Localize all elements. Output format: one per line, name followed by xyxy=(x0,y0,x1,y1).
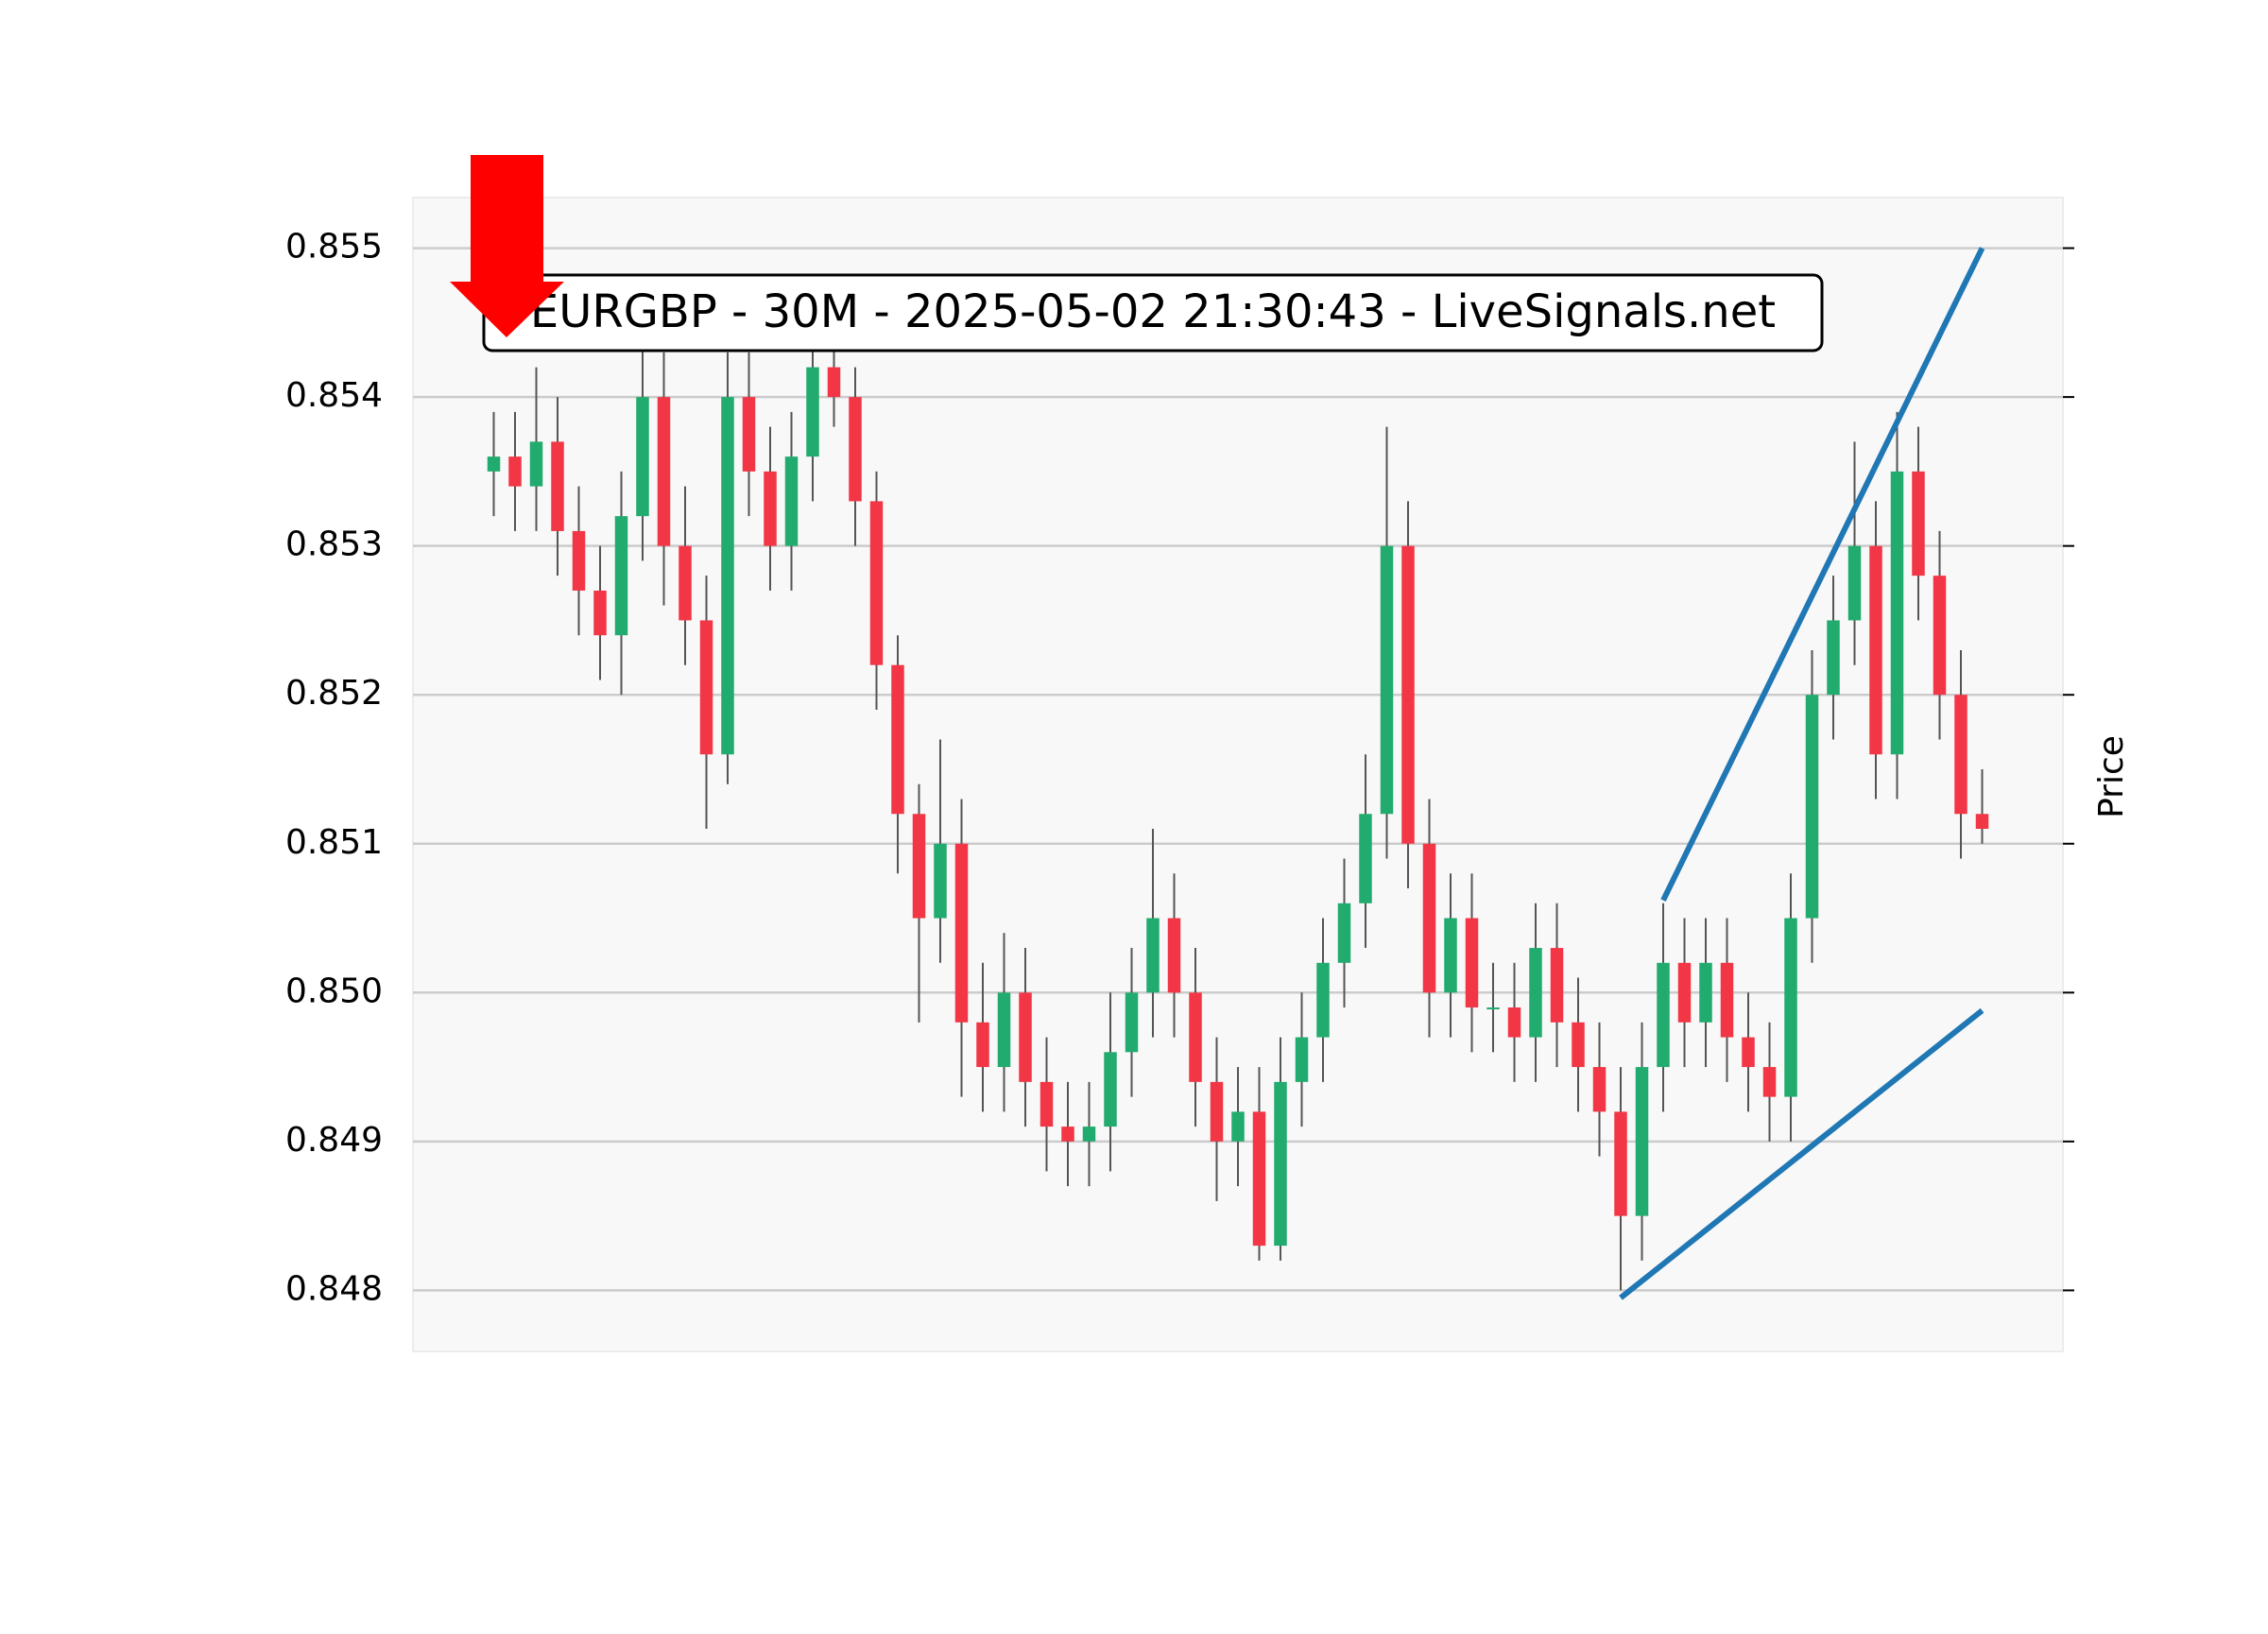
candle-body xyxy=(679,545,692,621)
candle-body xyxy=(1082,1127,1096,1142)
candle-body xyxy=(764,471,777,546)
candle-body xyxy=(1104,1052,1117,1127)
candle-body xyxy=(1890,471,1904,755)
candle-body xyxy=(891,664,904,815)
y-axis-label: Price xyxy=(2092,735,2131,818)
trend-line xyxy=(1619,1007,1984,1300)
candle-body xyxy=(721,397,734,755)
candle-body xyxy=(1019,992,1032,1082)
candle-body xyxy=(1040,1081,1054,1127)
y-tick-label: 0.848 xyxy=(285,1269,383,1308)
candle-body xyxy=(1444,918,1457,993)
y-tick-label: 0.853 xyxy=(285,525,383,564)
trend-lines xyxy=(1619,247,1985,1300)
candle-body xyxy=(1720,962,1734,1038)
candle-body xyxy=(1167,918,1181,993)
candle-body xyxy=(1592,1067,1606,1112)
candle-body xyxy=(1125,992,1139,1053)
y-tick-label: 0.855 xyxy=(285,228,383,267)
candle-body xyxy=(954,843,969,1023)
candle-body xyxy=(1316,962,1330,1038)
candle-body xyxy=(1189,992,1202,1082)
candle-body xyxy=(572,530,586,591)
candle-body xyxy=(1912,471,1925,576)
candle-body xyxy=(1635,1067,1649,1216)
candle-body xyxy=(1954,695,1967,815)
candle-body xyxy=(1572,1022,1585,1068)
y-tick-label: 0.852 xyxy=(285,674,383,713)
candle-body xyxy=(1061,1127,1074,1142)
candle-body xyxy=(614,516,628,636)
candle-body xyxy=(529,441,543,487)
candle-body xyxy=(1231,1111,1245,1142)
candle-body xyxy=(1465,918,1479,1008)
y-tick-label: 0.849 xyxy=(285,1121,383,1160)
candle-body xyxy=(1422,843,1436,993)
candle-body xyxy=(1933,576,1947,696)
candle-body xyxy=(1742,1037,1755,1068)
candle-body xyxy=(849,397,862,502)
candle-body xyxy=(636,397,649,517)
candle-body xyxy=(997,992,1011,1068)
y-tick-label: 0.850 xyxy=(285,972,383,1010)
candle-body xyxy=(827,367,841,398)
candle-body xyxy=(1869,545,1882,755)
candle-body xyxy=(1507,1007,1521,1038)
candle-body xyxy=(1210,1081,1224,1142)
candle-body xyxy=(1550,948,1564,1023)
candle-body xyxy=(657,397,671,546)
y-tick-label: 0.854 xyxy=(285,376,383,415)
candle-body xyxy=(551,441,564,531)
signal-arrow xyxy=(450,155,564,337)
candle-body xyxy=(1762,1067,1777,1097)
candles xyxy=(487,322,1989,1291)
candle-body xyxy=(742,397,756,472)
candle-body xyxy=(1805,695,1819,919)
candle-body xyxy=(508,456,522,487)
candle-body xyxy=(1677,962,1692,1023)
candle-body xyxy=(1657,962,1670,1068)
candle-body xyxy=(1486,1007,1500,1010)
candle-body xyxy=(699,620,713,755)
candle-body xyxy=(934,843,947,919)
candle-body xyxy=(1337,903,1351,963)
candle-body xyxy=(1975,814,1989,830)
chart-title: EURGBP - 30M - 2025-05-02 21:30:43 - Liv… xyxy=(530,285,1776,338)
candle-body xyxy=(1380,545,1394,815)
y-axis: 0.848 0.849 0.850 0.851 0.852 0.853 0.854 0.855 xyxy=(285,228,2074,1308)
candle-body xyxy=(784,456,799,546)
candle-body xyxy=(1529,948,1542,1038)
candle-body xyxy=(976,1022,989,1068)
candle-body xyxy=(1784,918,1797,1097)
candle-body xyxy=(912,814,926,919)
candle-body xyxy=(1827,620,1840,696)
grid xyxy=(413,247,2063,1292)
trend-line xyxy=(1660,247,1985,902)
candle-body xyxy=(593,590,607,636)
candle-body xyxy=(806,367,819,457)
candle-body xyxy=(1252,1111,1266,1247)
candle-body xyxy=(1359,814,1372,903)
candle-body xyxy=(1401,545,1415,844)
candle-body xyxy=(1614,1111,1627,1216)
y-tick-label: 0.851 xyxy=(285,823,383,862)
candle-body xyxy=(1146,918,1160,993)
candle-body xyxy=(487,456,501,472)
candle-body xyxy=(1274,1081,1287,1247)
candle-body xyxy=(1295,1037,1309,1082)
candle-body xyxy=(869,501,884,665)
candle-body xyxy=(1847,545,1862,621)
candle-body xyxy=(1699,962,1712,1023)
